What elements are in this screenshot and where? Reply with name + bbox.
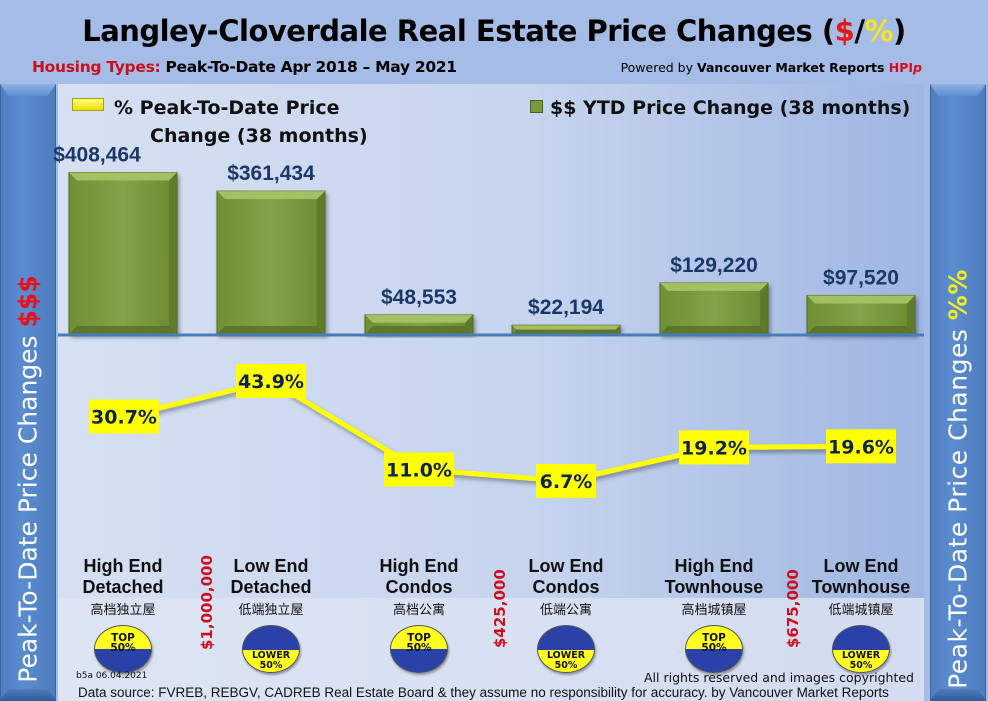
percent-data-label: 19.6% xyxy=(826,429,896,464)
right-axis-label-panel: Peak-To-Date Price Changes %% xyxy=(930,84,986,701)
percent-label-text: 19.6% xyxy=(828,436,894,458)
bar-4 xyxy=(511,324,621,335)
category-name-chinese: 高档独立屋 xyxy=(90,603,156,618)
badge-text: TOP 50% xyxy=(406,632,432,654)
category-name: High End Condos xyxy=(379,556,459,597)
data-source-note: Data source: FVREB, REBGV, CADREB Real E… xyxy=(78,685,889,700)
percent-label-box xyxy=(384,452,454,487)
percent-label-box xyxy=(826,429,896,464)
bar-bevel-top xyxy=(660,282,768,291)
category-label: High End Townhouse 高档城镇屋 TOP 50% xyxy=(644,556,784,673)
bar-bevel-top xyxy=(365,314,473,323)
badge-text: LOWER 50% xyxy=(841,650,881,671)
bar-bevel-right xyxy=(760,282,768,334)
category-name: High End Detached xyxy=(82,556,164,597)
percent-label-text: 19.2% xyxy=(681,437,747,459)
category-label: High End Detached 高档独立屋 TOP 50% xyxy=(53,556,193,673)
category-name: High End Townhouse xyxy=(664,556,764,597)
percent-label-box xyxy=(236,364,306,398)
chart-subtitle: Housing Types: Peak-To-Date Apr 2018 – M… xyxy=(32,58,457,76)
category-name: Low End Townhouse xyxy=(811,556,911,597)
bar-bevel-right xyxy=(317,191,325,334)
bar-value-label: $129,220 xyxy=(670,254,758,277)
bar-bevel-bottom xyxy=(217,326,325,334)
bar-2 xyxy=(216,190,326,335)
top-50-percent-badge: TOP 50% xyxy=(94,625,152,673)
category-name-chinese: 低端公寓 xyxy=(539,603,592,618)
percent-label-text: 11.0% xyxy=(386,459,452,481)
bar-rect xyxy=(68,172,178,335)
bar-value-label: $408,464 xyxy=(53,144,141,167)
category-name-chinese: 低端独立屋 xyxy=(238,603,304,618)
chart-id: b5a 06.04.2021 xyxy=(76,671,148,681)
bar-bevel-top xyxy=(217,191,325,200)
bar-bevel-bottom xyxy=(69,326,177,334)
percent-label-box xyxy=(679,430,749,465)
price-threshold-label: $425,000 xyxy=(491,569,509,648)
lower-50-percent-badge: LOWER 50% xyxy=(832,625,890,673)
category-name-chinese: 低端城镇屋 xyxy=(828,603,894,618)
bar-value-label: $48,553 xyxy=(381,286,457,309)
bar-bevel-right xyxy=(169,172,177,334)
bar-bevel-bottom xyxy=(512,329,620,334)
badge-text: LOWER 50% xyxy=(251,650,291,671)
percent-data-label: 6.7% xyxy=(536,464,596,498)
category-name: Low End Condos xyxy=(528,556,604,597)
bar-bevel-top xyxy=(512,325,620,330)
legend-item-percent: % Peak-To-Date Price Change (38 months) xyxy=(72,94,368,150)
percent-line xyxy=(123,378,862,484)
category-label: Low End Detached 低端独立屋 LOWER 50% xyxy=(201,556,341,673)
percent-label-box xyxy=(536,464,596,498)
chart-title: Langley-Cloverdale Real Estate Price Cha… xyxy=(82,14,906,48)
left-axis-label-panel: Peak-To-Date Price Changes $$$ xyxy=(0,84,56,701)
bar-bevel-top xyxy=(807,295,915,304)
bar-3 xyxy=(364,314,474,335)
bar-bevel-top xyxy=(69,172,177,181)
category-name-chinese: 高档公寓 xyxy=(392,603,445,618)
badge-text: TOP 50% xyxy=(701,632,727,654)
percent-data-label: 19.2% xyxy=(679,430,749,465)
percent-data-label: 11.0% xyxy=(384,452,454,487)
percent-label-text: 30.7% xyxy=(91,406,157,428)
legend-swatch-yellow xyxy=(72,98,104,111)
powered-by: Powered by Vancouver Market Reports HPIp xyxy=(620,60,922,75)
percent-label-text: 6.7% xyxy=(540,471,593,493)
bar-bevel-right xyxy=(465,314,473,334)
badge-text: TOP 50% xyxy=(110,632,136,654)
bar-bevel-bottom xyxy=(660,326,768,334)
badge-text: LOWER 50% xyxy=(546,650,586,671)
percent-label-text: 43.9% xyxy=(238,371,304,393)
lower-50-percent-badge: LOWER 50% xyxy=(537,625,595,673)
bar-bevel-bottom xyxy=(807,326,915,334)
copyright-note: All rights reserved and images copyright… xyxy=(644,670,914,685)
legend-item-dollar: $$ YTD Price Change (38 months) xyxy=(530,97,910,119)
lower-50-percent-badge: LOWER 50% xyxy=(242,625,300,673)
percent-data-label: 30.7% xyxy=(89,399,159,434)
bar-bevel-right xyxy=(907,295,915,334)
bar-bevel-right xyxy=(615,325,620,334)
bar-value-label: $361,434 xyxy=(227,162,315,185)
bar-6 xyxy=(806,294,916,335)
category-name-chinese: 高档城镇屋 xyxy=(681,603,747,618)
bar-value-label: $22,194 xyxy=(528,296,604,319)
bar-value-label: $97,520 xyxy=(823,266,899,289)
percent-data-label: 43.9% xyxy=(236,364,306,398)
bar-bevel-bottom xyxy=(365,326,473,334)
bar-rect xyxy=(659,282,769,335)
legend-swatch-green xyxy=(530,100,543,113)
price-threshold-label: $1,000,000 xyxy=(198,555,216,650)
bar-1 xyxy=(68,172,178,335)
category-name: Low End Detached xyxy=(230,556,312,597)
percent-label-box xyxy=(89,399,159,434)
bar-5 xyxy=(659,282,769,335)
category-label: Low End Condos 低端公寓 LOWER 50% xyxy=(496,556,636,673)
bar-rect xyxy=(216,190,326,335)
top-50-percent-badge: TOP 50% xyxy=(685,625,743,673)
category-panel xyxy=(58,598,924,701)
top-50-percent-badge: TOP 50% xyxy=(390,625,448,673)
price-threshold-label: $675,000 xyxy=(784,569,802,648)
category-label: Low End Townhouse 低端城镇屋 LOWER 50% xyxy=(791,556,931,673)
category-label: High End Condos 高档公寓 TOP 50% xyxy=(349,556,489,673)
